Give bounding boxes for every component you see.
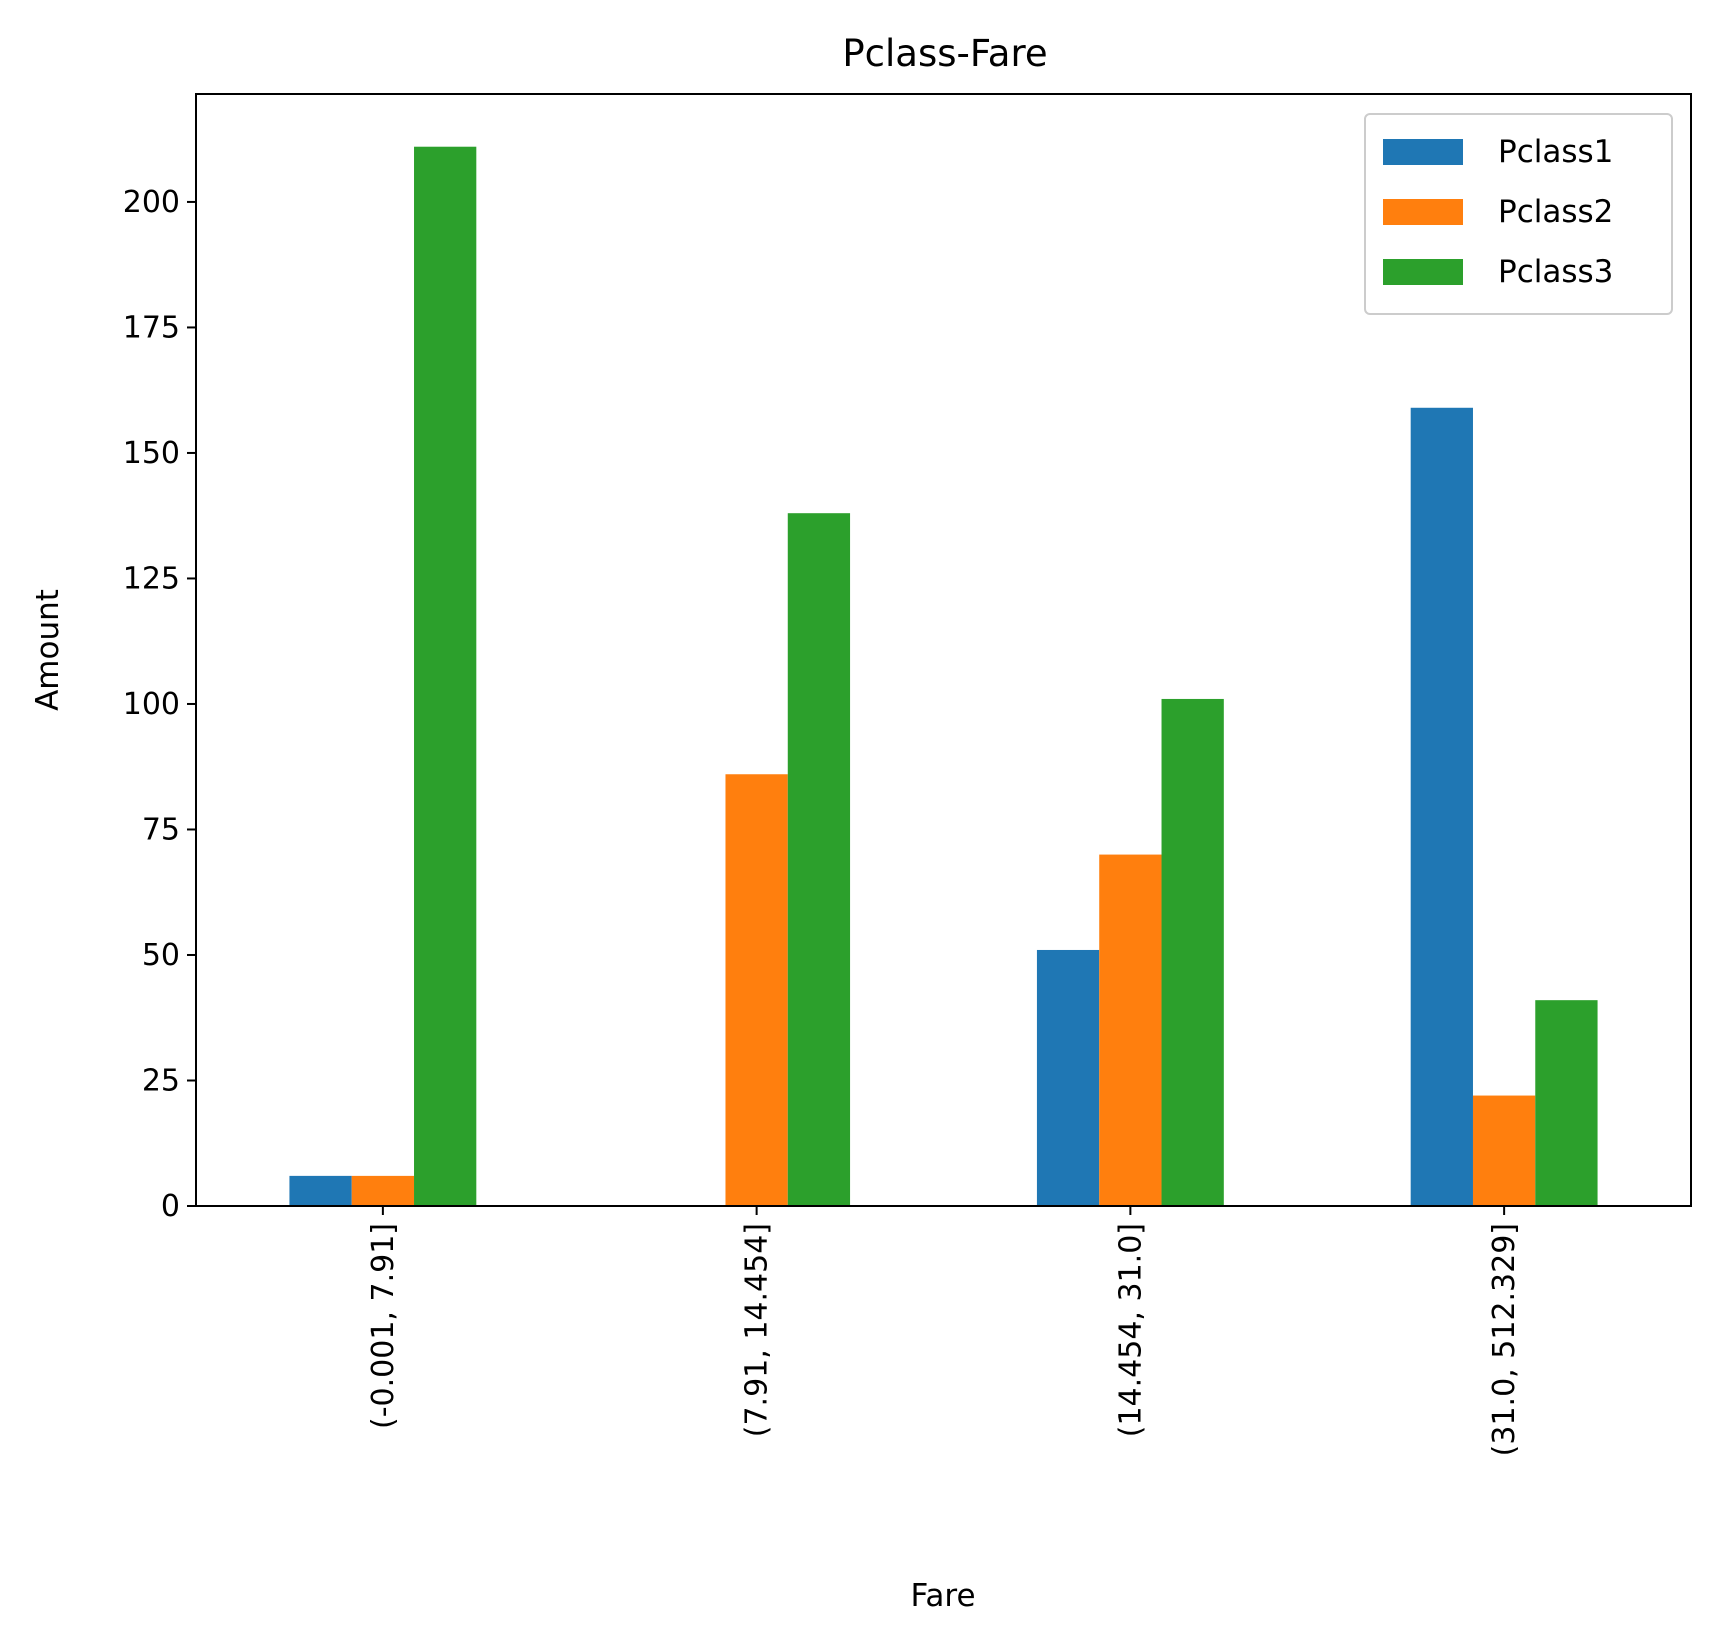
- y-tick-label: 25: [142, 1063, 180, 1098]
- bar-pclass1-3: [1410, 407, 1473, 1206]
- bar-pclass3-3: [1535, 1000, 1598, 1206]
- y-tick-label: 100: [123, 687, 180, 722]
- bar-pclass2-0: [351, 1175, 415, 1206]
- x-tick-label: (31.0, 512.329]: [1487, 1223, 1522, 1456]
- bar-pclass3-0: [414, 146, 477, 1206]
- bar-pclass3-2: [1161, 698, 1224, 1206]
- y-tick-label: 75: [142, 812, 180, 847]
- legend-label-pclass1: Pclass1: [1498, 134, 1613, 170]
- x-axis-label: Fare: [910, 1578, 975, 1614]
- legend-swatch-pclass3: [1383, 259, 1463, 285]
- bar-pclass2-3: [1472, 1095, 1536, 1206]
- x-axis: (-0.001, 7.91] (7.91, 14.454] (14.454, 31.…: [366, 1206, 1522, 1456]
- y-tick-label: 125: [123, 561, 180, 596]
- plot-frame: [195, 93, 1692, 1207]
- legend-swatch-pclass2: [1383, 199, 1463, 225]
- y-tick-label: 200: [123, 185, 180, 220]
- legend-swatch-pclass1: [1383, 139, 1463, 165]
- bars-layer: [289, 146, 1598, 1206]
- bar-pclass1-0: [289, 1175, 352, 1206]
- y-tick-label: 150: [123, 436, 180, 471]
- legend: Pclass1 Pclass2 Pclass3: [1364, 113, 1673, 315]
- y-tick-label: 50: [142, 938, 180, 973]
- y-tick-label: 0: [161, 1189, 180, 1224]
- bar-pclass3-1: [787, 513, 851, 1206]
- chart-title: Pclass-Fare: [842, 32, 1047, 75]
- bar-pclass2-2: [1099, 854, 1162, 1206]
- y-axis-label: Amount: [30, 589, 66, 711]
- legend-label-pclass2: Pclass2: [1498, 194, 1613, 230]
- bar-pclass1-2: [1036, 949, 1100, 1206]
- bar-pclass2-1: [725, 774, 788, 1206]
- x-tick-label: (7.91, 14.454]: [740, 1223, 775, 1437]
- x-tick-label: (-0.001, 7.91]: [366, 1223, 401, 1429]
- legend-label-pclass3: Pclass3: [1498, 254, 1613, 290]
- y-tick-label: 175: [123, 310, 180, 345]
- x-tick-label: (14.454, 31.0]: [1113, 1223, 1148, 1437]
- y-axis: 0 25 50 75 100 125 150 175 200: [123, 185, 196, 1224]
